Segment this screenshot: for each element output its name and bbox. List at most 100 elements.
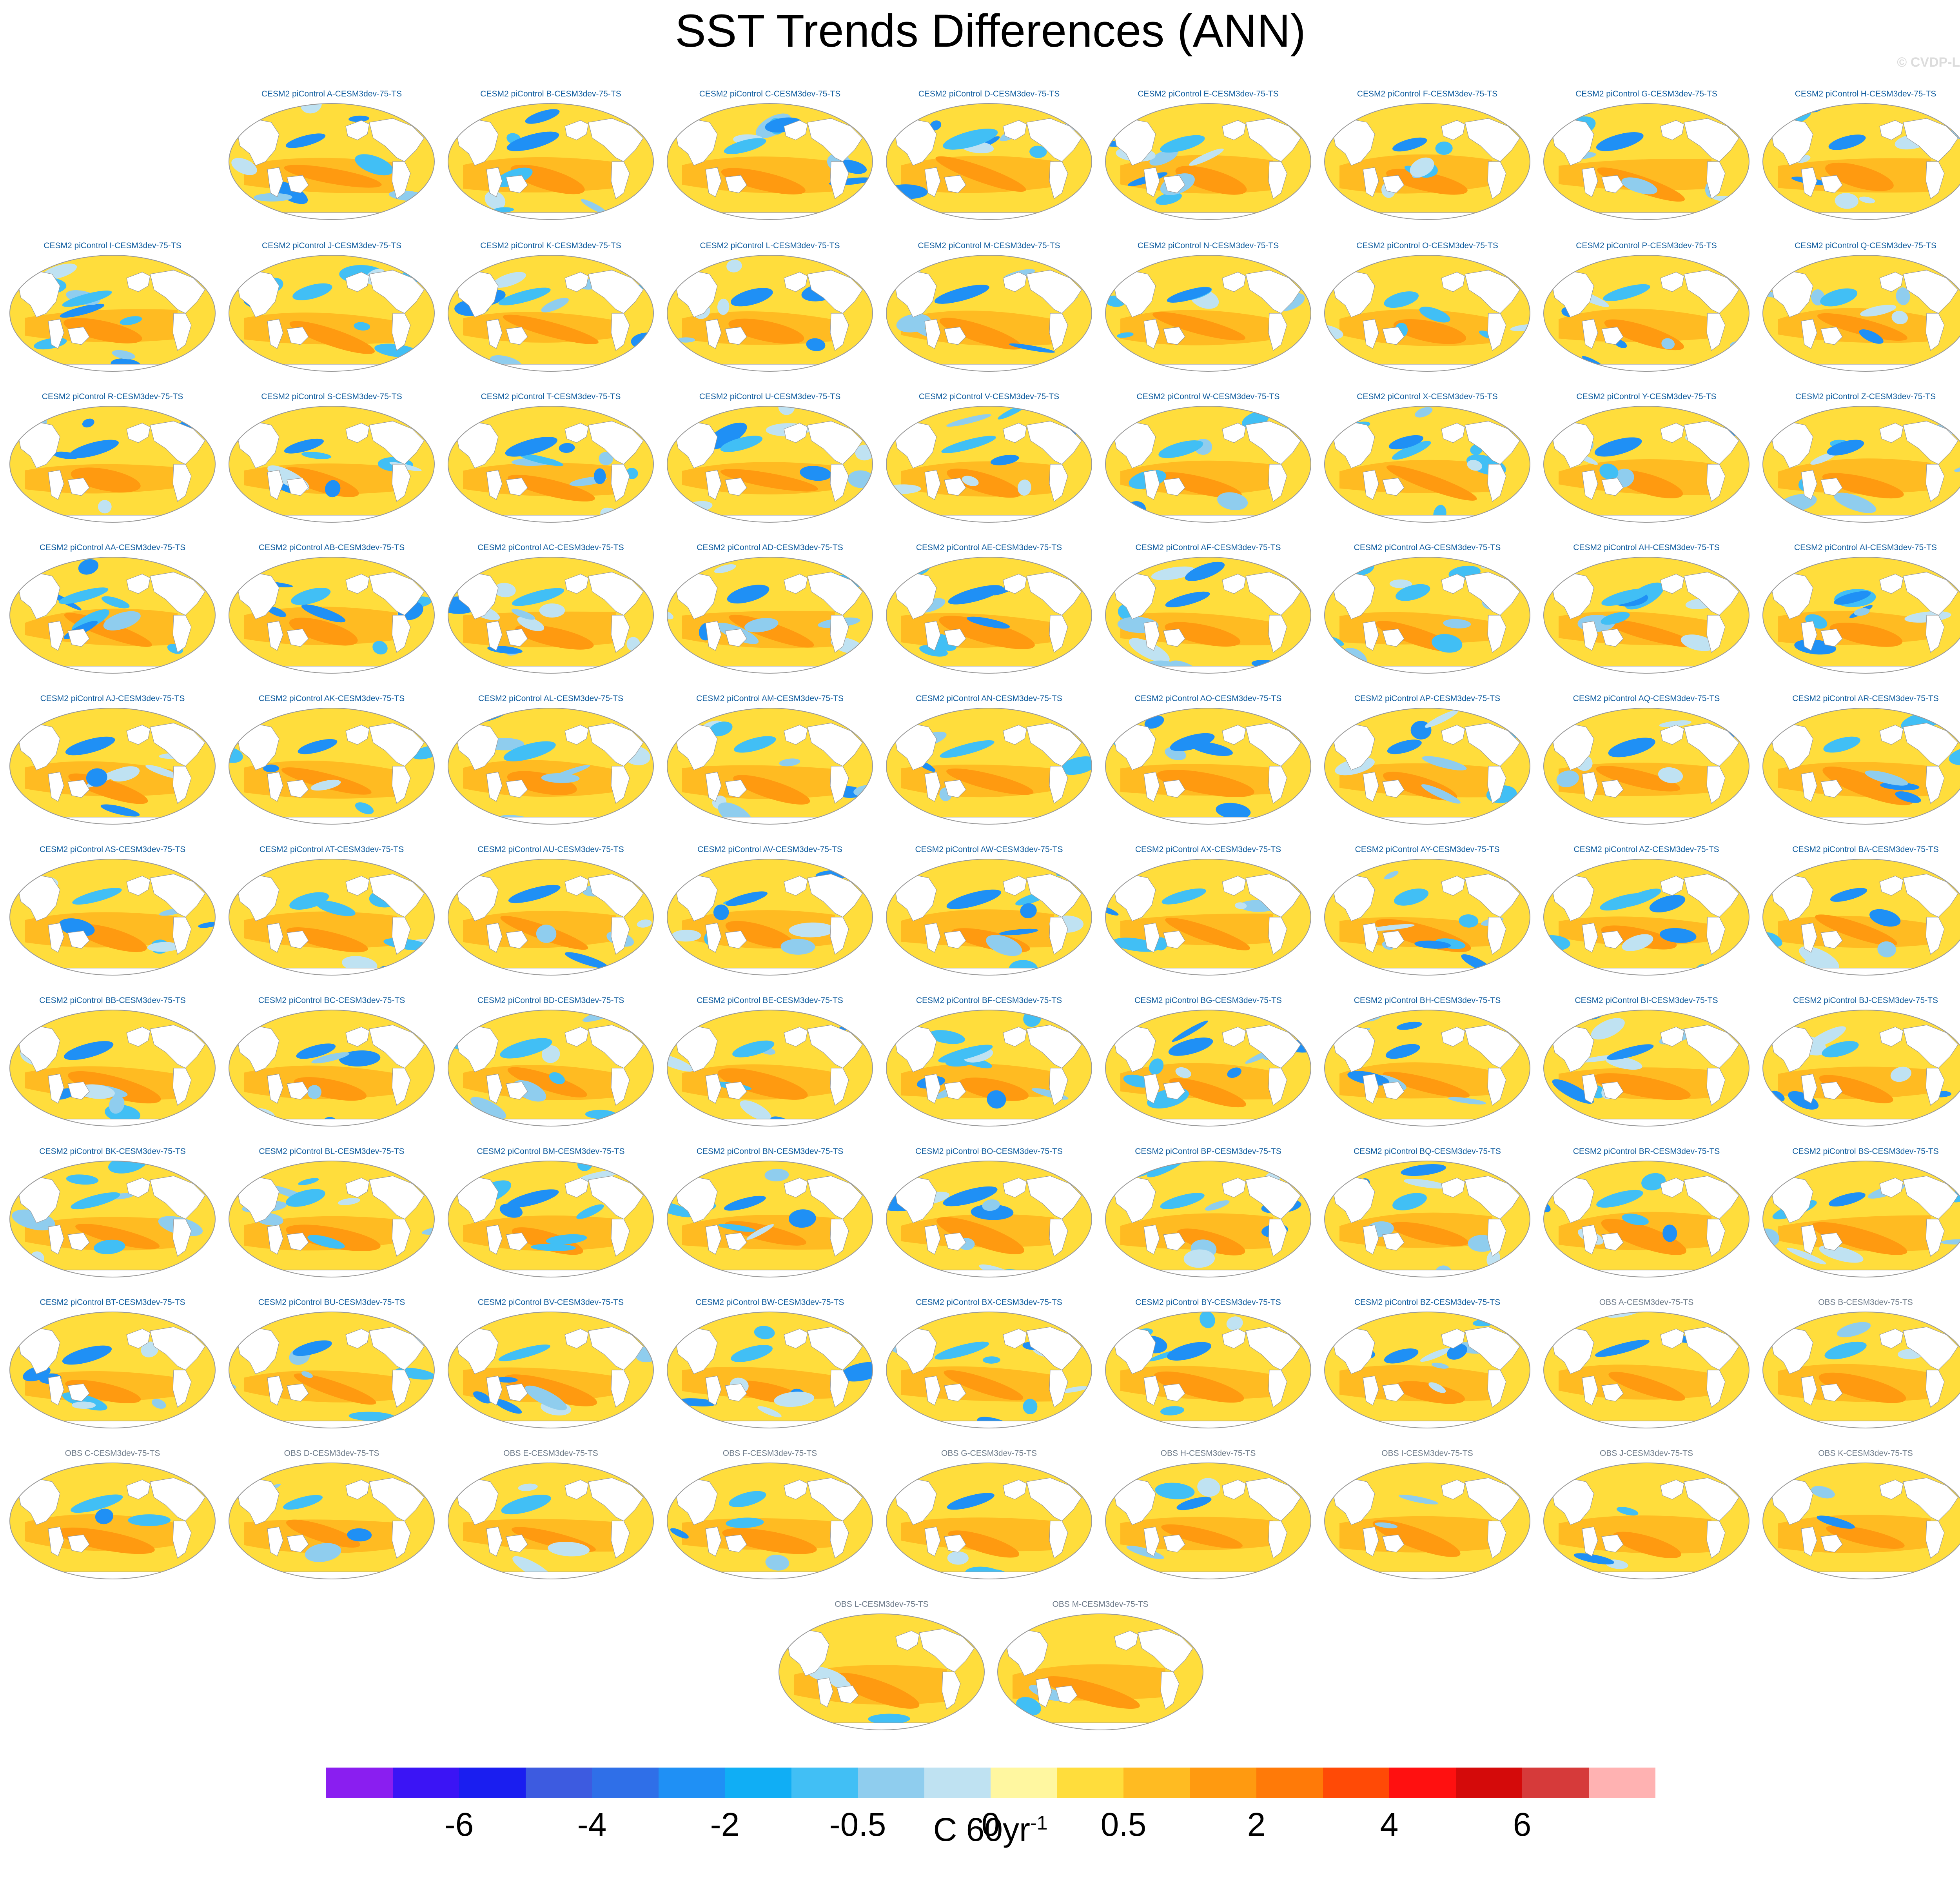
map-panel: CESM2 piControl BV-CESM3dev-75-TS [443,1298,658,1447]
colorbar-segment [1522,1768,1589,1798]
map-panel: CESM2 piControl AJ-CESM3dev-75-TS [5,694,220,843]
map-panel: CESM2 piControl E-CESM3dev-75-TS [1101,89,1316,238]
map-panel: CESM2 piControl BI-CESM3dev-75-TS [1539,996,1754,1145]
sst-trend-map [9,557,216,674]
panel-title: CESM2 piControl BB-CESM3dev-75-TS [39,996,186,1005]
sst-trend-map [9,1010,216,1126]
sst-trend-map [886,255,1092,372]
map-panel: OBS C-CESM3dev-75-TS [5,1449,220,1598]
panel-title: CESM2 piControl AV-CESM3dev-75-TS [697,845,842,854]
map-panel: CESM2 piControl BJ-CESM3dev-75-TS [1758,996,1960,1145]
sst-trend-map [1762,859,1960,976]
panel-title: CESM2 piControl AF-CESM3dev-75-TS [1135,543,1281,552]
panel-title: CESM2 piControl S-CESM3dev-75-TS [261,392,402,401]
map-panel: OBS J-CESM3dev-75-TS [1539,1449,1754,1598]
sst-trend-map [229,1161,435,1277]
panel-title: CESM2 piControl AA-CESM3dev-75-TS [39,543,186,552]
sst-trend-map [1324,708,1530,825]
panel-title: CESM2 piControl BE-CESM3dev-75-TS [697,996,843,1005]
panel-title: OBS L-CESM3dev-75-TS [835,1600,929,1609]
map-panel: CESM2 piControl A-CESM3dev-75-TS [224,89,439,238]
map-panel: CESM2 piControl BT-CESM3dev-75-TS [5,1298,220,1447]
map-panel: CESM2 piControl BW-CESM3dev-75-TS [662,1298,877,1447]
panel-title: CESM2 piControl D-CESM3dev-75-TS [918,89,1060,98]
sst-trend-map [1105,859,1311,976]
map-panel: CESM2 piControl AL-CESM3dev-75-TS [443,694,658,843]
panel-title: CESM2 piControl BQ-CESM3dev-75-TS [1354,1147,1501,1156]
panel-title: CESM2 piControl AY-CESM3dev-75-TS [1355,845,1500,854]
sst-trend-map [1543,1161,1749,1277]
panel-title: CESM2 piControl AX-CESM3dev-75-TS [1135,845,1281,854]
map-panel: CESM2 piControl M-CESM3dev-75-TS [882,241,1096,390]
map-panel: CESM2 piControl BN-CESM3dev-75-TS [662,1147,877,1296]
sst-trend-map [1105,1010,1311,1126]
map-panel: CESM2 piControl W-CESM3dev-75-TS [1101,392,1316,541]
sst-trend-map [229,103,435,220]
sst-trend-map [229,406,435,523]
map-panel: CESM2 piControl AT-CESM3dev-75-TS [224,845,439,994]
panel-title: CESM2 piControl BA-CESM3dev-75-TS [1792,845,1939,854]
map-panel: CESM2 piControl D-CESM3dev-75-TS [882,89,1096,238]
map-panel: CESM2 piControl AM-CESM3dev-75-TS [662,694,877,843]
panel-title: CESM2 piControl AO-CESM3dev-75-TS [1134,694,1282,703]
sst-trend-map [997,1613,1203,1730]
panel-title: CESM2 piControl AW-CESM3dev-75-TS [915,845,1063,854]
panel-title: CESM2 piControl J-CESM3dev-75-TS [262,241,401,250]
colorbar-segment [658,1768,725,1798]
panel-title: OBS C-CESM3dev-75-TS [65,1449,160,1458]
panel-title: CESM2 piControl C-CESM3dev-75-TS [699,89,841,98]
map-panel: CESM2 piControl Z-CESM3dev-75-TS [1758,392,1960,541]
colorbar-segment [1190,1768,1257,1798]
sst-trend-map [9,1161,216,1277]
sst-trend-map [448,103,654,220]
colorbar-tick-label: 6 [1513,1806,1532,1843]
sst-trend-map [886,406,1092,523]
panel-title: CESM2 piControl BS-CESM3dev-75-TS [1792,1147,1939,1156]
sst-trend-map [1105,1463,1311,1579]
colorbar-tick-label: 0 [981,1806,1000,1843]
map-panel: CESM2 piControl BH-CESM3dev-75-TS [1320,996,1535,1145]
sst-trend-map [9,1463,216,1579]
sst-trend-map [1543,557,1749,674]
colorbar-units: C 60yr-1 [0,1811,1960,1849]
map-panel: CESM2 piControl R-CESM3dev-75-TS [5,392,220,541]
map-panel: CESM2 piControl AK-CESM3dev-75-TS [224,694,439,843]
colorbar-segment [924,1768,991,1798]
panel-title: CESM2 piControl AC-CESM3dev-75-TS [477,543,624,552]
colorbar-tick-label: -2 [710,1806,740,1843]
sst-trend-map [1762,255,1960,372]
sst-trend-map [448,708,654,825]
sst-trend-map [886,708,1092,825]
map-panel: OBS B-CESM3dev-75-TS [1758,1298,1960,1447]
sst-trend-map [1762,103,1960,220]
sst-trend-map [779,1613,985,1730]
sst-trend-map [448,557,654,674]
sst-trend-map [1762,708,1960,825]
sst-trend-map [667,103,873,220]
map-panel: CESM2 piControl U-CESM3dev-75-TS [662,392,877,541]
sst-trend-map [886,1463,1092,1579]
map-panel: OBS K-CESM3dev-75-TS [1758,1449,1960,1598]
panel-title: CESM2 piControl AU-CESM3dev-75-TS [477,845,624,854]
panel-title: CESM2 piControl BY-CESM3dev-75-TS [1135,1298,1281,1307]
panel-title: CESM2 piControl BT-CESM3dev-75-TS [40,1298,185,1307]
sst-trend-map [448,1161,654,1277]
map-panel: CESM2 piControl BX-CESM3dev-75-TS [882,1298,1096,1447]
panel-title: CESM2 piControl BV-CESM3dev-75-TS [477,1298,624,1307]
panel-title: CESM2 piControl N-CESM3dev-75-TS [1137,241,1279,250]
colorbar-segment [1057,1768,1124,1798]
panel-title: CESM2 piControl P-CESM3dev-75-TS [1576,241,1717,250]
colorbar-segment [1588,1768,1655,1798]
sst-trend-map [886,557,1092,674]
sst-trend-map [1105,103,1311,220]
sst-trend-map [667,1312,873,1428]
sst-trend-map [229,557,435,674]
panel-title: CESM2 piControl H-CESM3dev-75-TS [1795,89,1936,98]
map-panel: CESM2 piControl BL-CESM3dev-75-TS [224,1147,439,1296]
sst-trend-map [1324,1463,1530,1579]
colorbar-tick-label: -6 [444,1806,474,1843]
sst-trend-map [1324,859,1530,976]
panel-title: CESM2 piControl BN-CESM3dev-75-TS [696,1147,844,1156]
map-panel: CESM2 piControl BR-CESM3dev-75-TS [1539,1147,1754,1296]
panel-title: CESM2 piControl BI-CESM3dev-75-TS [1575,996,1718,1005]
